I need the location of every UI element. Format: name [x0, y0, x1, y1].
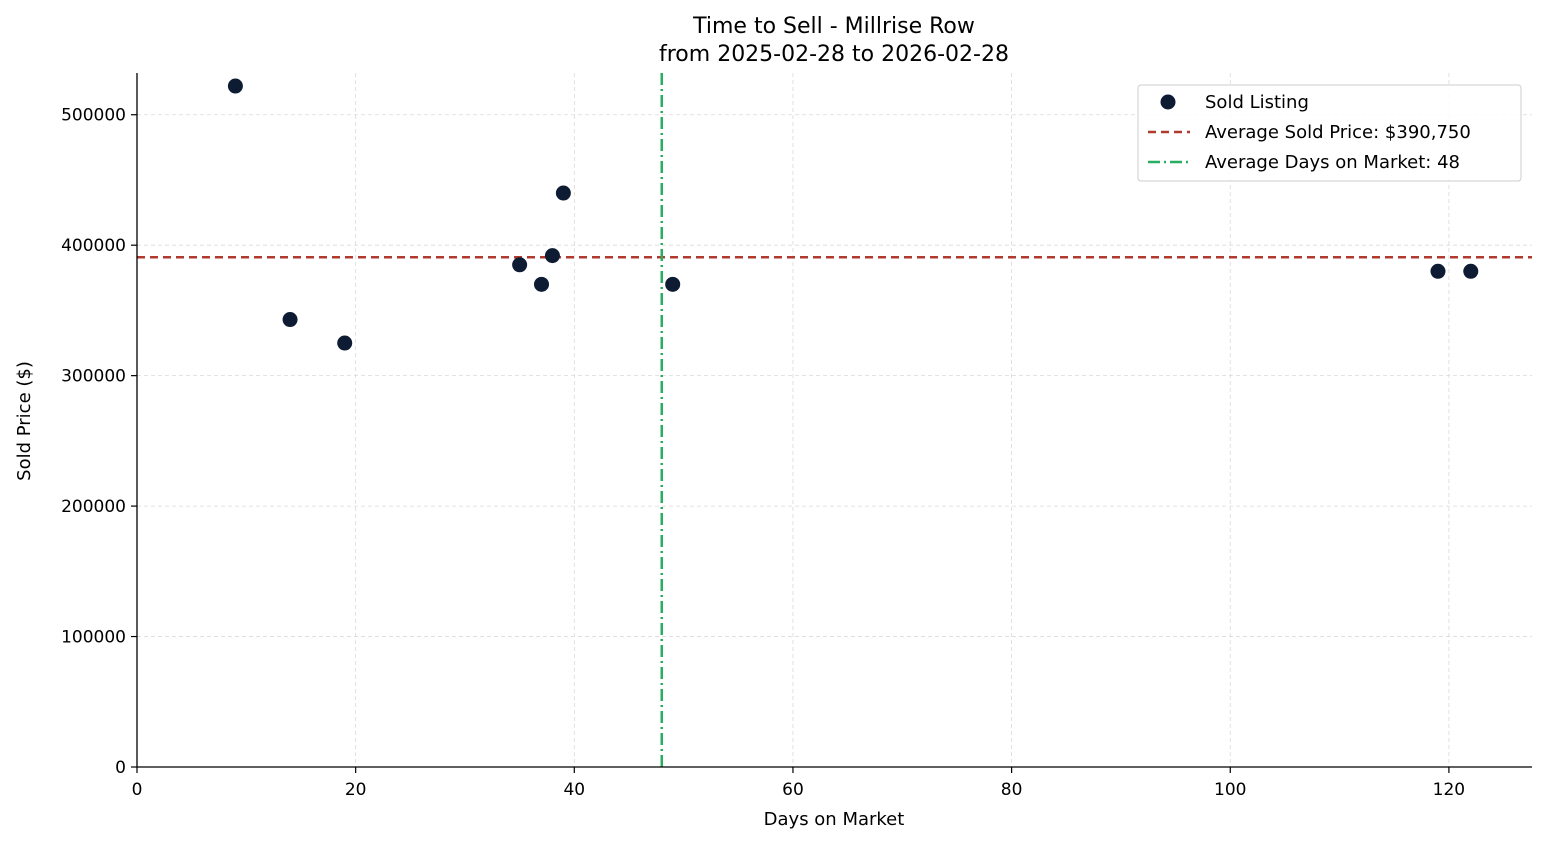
y-tick-label: 100000 — [61, 628, 126, 648]
chart-title: Time to Sell - Millrise Row — [692, 14, 975, 39]
y-tick-label: 500000 — [61, 106, 126, 126]
legend: Sold Listing Average Sold Price: $390,75… — [1137, 84, 1522, 182]
y-tick-label: 200000 — [61, 497, 126, 517]
axes — [131, 73, 1532, 773]
x-tick-label: 0 — [132, 780, 143, 800]
y-tick-label: 0 — [115, 758, 126, 778]
x-tick-label: 60 — [782, 780, 804, 800]
legend-box — [1137, 84, 1522, 182]
sold-listing-point — [227, 78, 243, 94]
sold-listing-point — [512, 257, 528, 273]
sold-listing-point — [665, 276, 681, 292]
x-axis-label: Days on Market — [764, 809, 905, 830]
x-tick-label: 80 — [1001, 780, 1023, 800]
y-axis-label: Sold Price ($) — [14, 361, 35, 481]
x-tick-label: 120 — [1433, 780, 1465, 800]
chart-subtitle: from 2025-02-28 to 2026-02-28 — [659, 42, 1009, 67]
y-tick-label: 400000 — [61, 236, 126, 256]
x-tick-label: 100 — [1214, 780, 1246, 800]
sold-listing-point — [534, 276, 550, 292]
sold-listing-point — [555, 185, 571, 201]
tick-labels: 0 20 40 60 80 100 120 0 100000 200000 300000 400000… — [61, 106, 1465, 800]
x-tick-label: 40 — [563, 780, 585, 800]
legend-label-sold-listing: Sold Listing — [1205, 92, 1309, 113]
data-points — [227, 78, 1479, 351]
sold-listing-point — [337, 335, 353, 351]
sold-listing-point — [282, 312, 298, 328]
grid-lines — [137, 73, 1532, 767]
sold-listing-point — [544, 248, 560, 264]
legend-label-avg-price: Average Sold Price: $390,750 — [1205, 122, 1471, 143]
legend-label-avg-days: Average Days on Market: 48 — [1205, 152, 1460, 173]
reference-lines — [137, 73, 1532, 767]
y-tick-label: 300000 — [61, 367, 126, 387]
sold-listing-point — [1430, 263, 1446, 279]
sold-listing-point — [1463, 263, 1479, 279]
legend-marker-sold-listing — [1160, 94, 1176, 110]
x-tick-label: 20 — [345, 780, 367, 800]
